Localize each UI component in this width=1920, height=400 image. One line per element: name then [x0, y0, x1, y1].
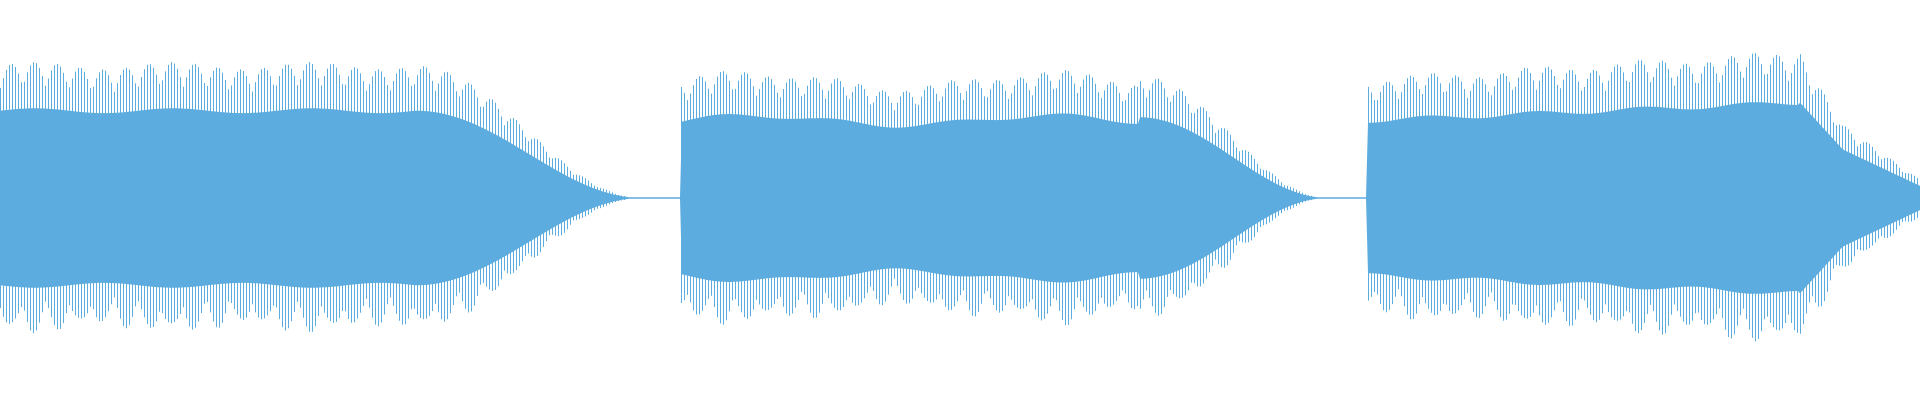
page: (() => { const data = JSON.parse(documen… [0, 53, 1920, 342]
waveform [0, 53, 1920, 342]
